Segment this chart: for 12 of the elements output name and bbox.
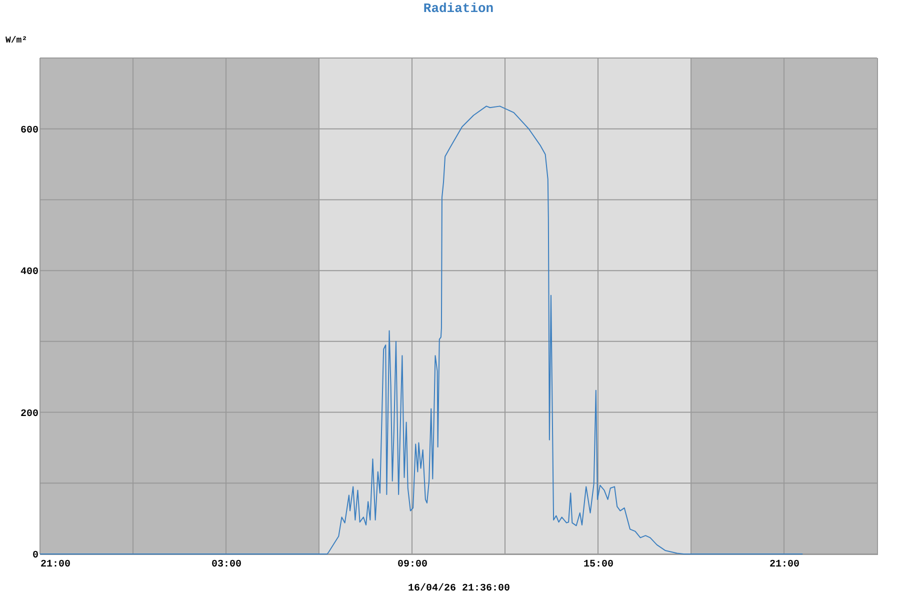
y-tick-label: 200	[20, 408, 38, 420]
y-axis-title: W/m²	[6, 36, 28, 46]
y-tick-label: 0	[32, 550, 38, 562]
x-tick-label: 15:00	[583, 560, 614, 570]
x-tick-label: 09:00	[397, 560, 428, 570]
x-tick-label: 21:00	[40, 560, 71, 570]
y-tick-label: 400	[20, 267, 38, 278]
x-axis-title: 16/04/26 21:36:00	[408, 582, 510, 594]
x-tick-label: 03:00	[211, 560, 242, 570]
y-tick-label: 600	[20, 125, 38, 136]
x-tick-label: 21:00	[769, 560, 800, 570]
chart-title: Radiation	[423, 1, 494, 16]
